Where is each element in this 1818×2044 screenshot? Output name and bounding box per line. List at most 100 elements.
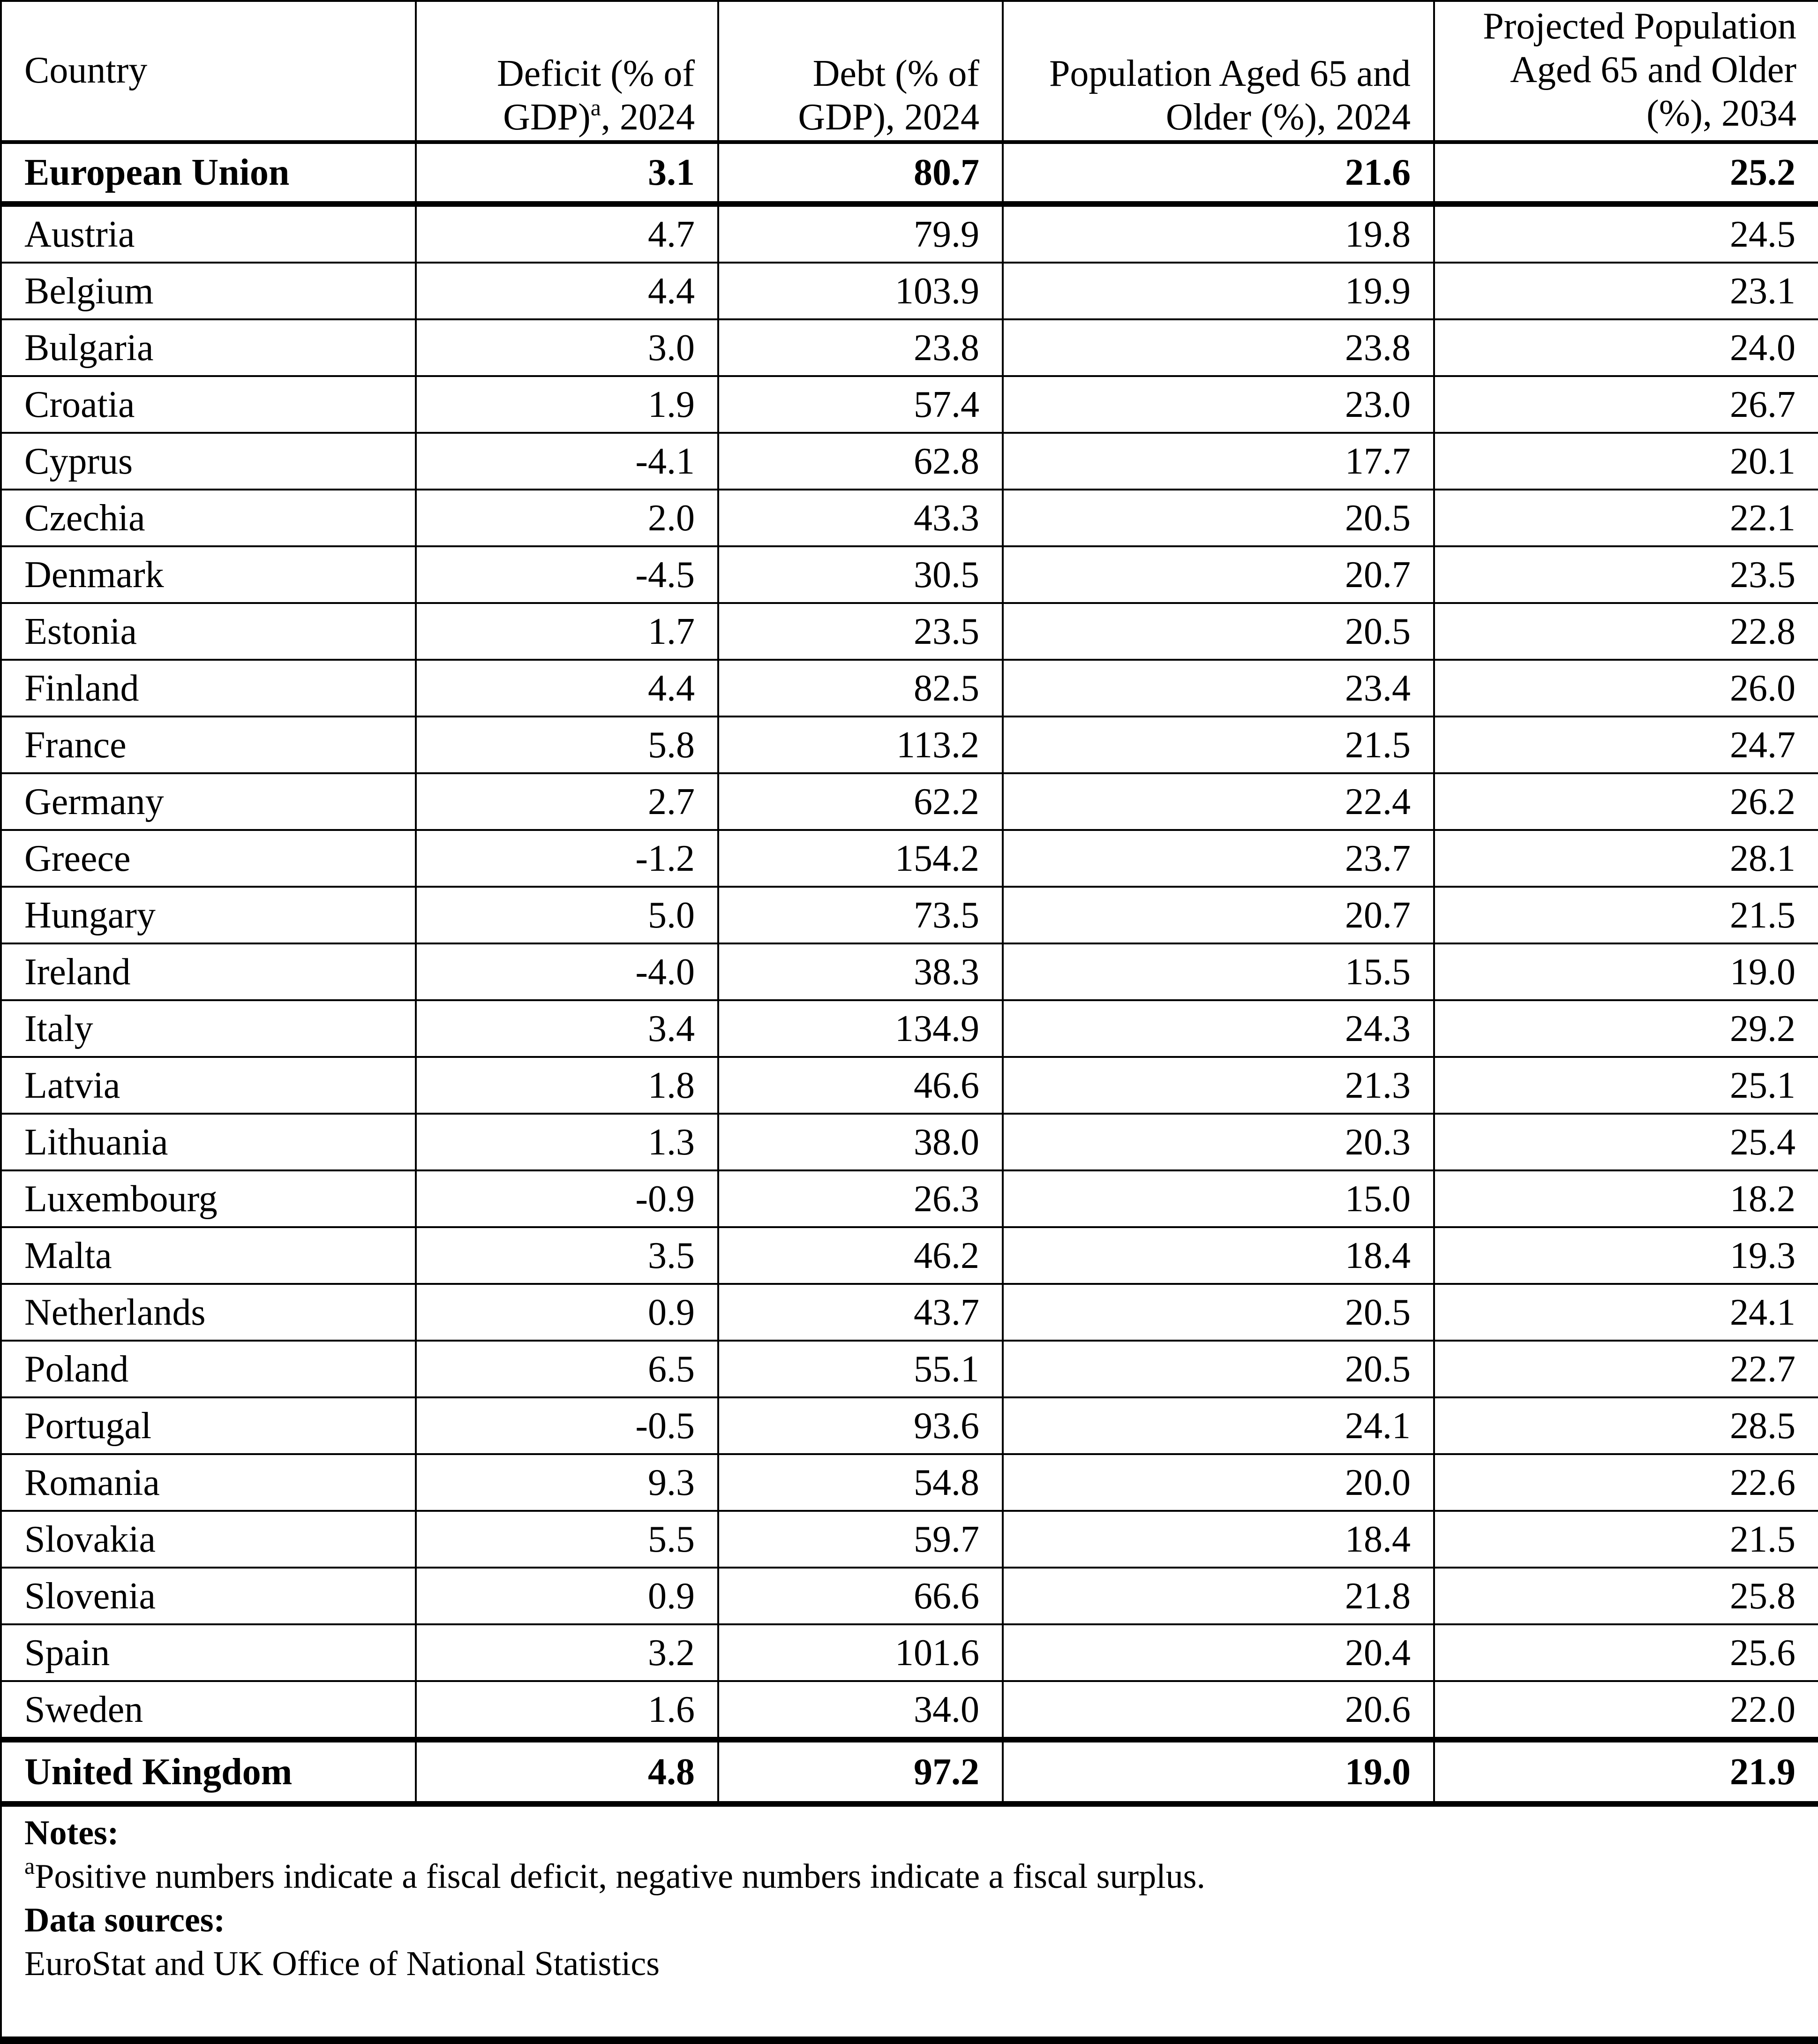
cell-deficit: -0.9 bbox=[415, 1169, 719, 1228]
cell-pop65-2024: 21.8 bbox=[1002, 1567, 1435, 1625]
cell-deficit: 2.7 bbox=[415, 772, 719, 831]
cell-pop65-2034: 25.8 bbox=[1433, 1567, 1818, 1625]
cell-debt: 82.5 bbox=[717, 659, 1004, 717]
cell-pop65-2034: 24.0 bbox=[1433, 318, 1818, 377]
cell-pop65-2034: 25.4 bbox=[1433, 1113, 1818, 1171]
cell-country: Italy bbox=[0, 999, 417, 1058]
cell-deficit: -4.0 bbox=[415, 943, 719, 1001]
cell-country: France bbox=[0, 716, 417, 774]
cell-pop65-2034: 18.2 bbox=[1433, 1169, 1818, 1228]
cell-country: Belgium bbox=[0, 262, 417, 320]
notes-cell: Notes: aPositive numbers indicate a fisc… bbox=[0, 1803, 1818, 2044]
cell-pop65-2024: 19.8 bbox=[1002, 203, 1435, 264]
cell-debt: 46.2 bbox=[717, 1226, 1004, 1285]
cell-pop65-2024: 24.3 bbox=[1002, 999, 1435, 1058]
cell-pop65-2024: 20.7 bbox=[1002, 545, 1435, 604]
cell-pop65-2034: 19.0 bbox=[1433, 943, 1818, 1001]
table-row: Italy 3.4 134.9 24.3 29.2 bbox=[0, 999, 1818, 1058]
cell-debt: 57.4 bbox=[717, 375, 1004, 434]
header-deficit-label: Deficit (% of GDP) bbox=[496, 53, 695, 138]
cell-country: Portugal bbox=[0, 1396, 417, 1455]
cell-debt: 103.9 bbox=[717, 262, 1004, 320]
cell-pop65-2034: 23.1 bbox=[1433, 262, 1818, 320]
cell-country: Latvia bbox=[0, 1056, 417, 1115]
cell-pop65-2024: 23.0 bbox=[1002, 375, 1435, 434]
cell-pop65-2024: 21.3 bbox=[1002, 1056, 1435, 1115]
cell-pop65-2034: 20.1 bbox=[1433, 432, 1818, 490]
cell-pop65-2034: 28.1 bbox=[1433, 829, 1818, 888]
cell-debt: 23.8 bbox=[717, 318, 1004, 377]
header-deficit-year: , 2024 bbox=[601, 97, 695, 138]
cell-pop65-2024: 19.0 bbox=[1002, 1737, 1435, 1807]
cell-country: Czechia bbox=[0, 489, 417, 547]
cell-pop65-2024: 20.5 bbox=[1002, 489, 1435, 547]
table-row: Slovakia 5.5 59.7 18.4 21.5 bbox=[0, 1510, 1818, 1569]
cell-country: Croatia bbox=[0, 375, 417, 434]
table-row: Greece -1.2 154.2 23.7 28.1 bbox=[0, 829, 1818, 888]
cell-country: Finland bbox=[0, 659, 417, 717]
header-row: Country Deficit (% of GDP)a, 2024 Debt (… bbox=[0, 0, 1818, 143]
table-row-european-union: European Union 3.1 80.7 21.6 25.2 bbox=[0, 140, 1818, 207]
cell-deficit: 5.0 bbox=[415, 886, 719, 944]
cell-pop65-2024: 17.7 bbox=[1002, 432, 1435, 490]
header-deficit-footnote-marker: a bbox=[590, 94, 601, 121]
table-row: Lithuania 1.3 38.0 20.3 25.4 bbox=[0, 1113, 1818, 1171]
table-row: Sweden 1.6 34.0 20.6 22.0 bbox=[0, 1680, 1818, 1741]
cell-pop65-2034: 26.2 bbox=[1433, 772, 1818, 831]
table-row: Latvia 1.8 46.6 21.3 25.1 bbox=[0, 1056, 1818, 1115]
cell-deficit: 1.7 bbox=[415, 602, 719, 661]
cell-debt: 154.2 bbox=[717, 829, 1004, 888]
cell-debt: 38.3 bbox=[717, 943, 1004, 1001]
header-debt: Debt (% of GDP), 2024 bbox=[717, 0, 1004, 143]
notes-heading: Notes: bbox=[24, 1814, 119, 1852]
cell-deficit: 1.6 bbox=[415, 1680, 719, 1741]
note-a-text: Positive numbers indicate a fiscal defic… bbox=[35, 1857, 1205, 1896]
cell-pop65-2034: 26.7 bbox=[1433, 375, 1818, 434]
cell-debt: 59.7 bbox=[717, 1510, 1004, 1569]
cell-country: Luxembourg bbox=[0, 1169, 417, 1228]
cell-pop65-2034: 28.5 bbox=[1433, 1396, 1818, 1455]
table-row: Austria 4.7 79.9 19.8 24.5 bbox=[0, 203, 1818, 264]
cell-pop65-2034: 25.2 bbox=[1433, 140, 1818, 207]
cell-deficit: 9.3 bbox=[415, 1453, 719, 1512]
cell-pop65-2034: 19.3 bbox=[1433, 1226, 1818, 1285]
table-row: Croatia 1.9 57.4 23.0 26.7 bbox=[0, 375, 1818, 434]
cell-debt: 54.8 bbox=[717, 1453, 1004, 1512]
notes-row: Notes: aPositive numbers indicate a fisc… bbox=[0, 1803, 1818, 2044]
cell-pop65-2034: 25.6 bbox=[1433, 1623, 1818, 1682]
cell-country: United Kingdom bbox=[0, 1737, 417, 1807]
cell-pop65-2034: 22.6 bbox=[1433, 1453, 1818, 1512]
cell-deficit: 3.5 bbox=[415, 1226, 719, 1285]
cell-pop65-2024: 15.0 bbox=[1002, 1169, 1435, 1228]
cell-pop65-2034: 24.7 bbox=[1433, 716, 1818, 774]
cell-debt: 62.8 bbox=[717, 432, 1004, 490]
cell-pop65-2024: 23.4 bbox=[1002, 659, 1435, 717]
cell-pop65-2024: 20.0 bbox=[1002, 1453, 1435, 1512]
cell-deficit: 3.0 bbox=[415, 318, 719, 377]
header-pop65-2024-label: Population Aged 65 and Older (%), 2024 bbox=[1049, 53, 1411, 138]
cell-country: European Union bbox=[0, 140, 417, 207]
cell-debt: 134.9 bbox=[717, 999, 1004, 1058]
cell-deficit: 4.4 bbox=[415, 262, 719, 320]
cell-pop65-2034: 23.5 bbox=[1433, 545, 1818, 604]
table-row: Spain 3.2 101.6 20.4 25.6 bbox=[0, 1623, 1818, 1682]
table-row: Cyprus -4.1 62.8 17.7 20.1 bbox=[0, 432, 1818, 490]
note-a-marker: a bbox=[24, 1853, 35, 1879]
cell-deficit: -4.5 bbox=[415, 545, 719, 604]
cell-deficit: 0.9 bbox=[415, 1567, 719, 1625]
cell-deficit: 6.5 bbox=[415, 1340, 719, 1398]
cell-country: Germany bbox=[0, 772, 417, 831]
header-pop65-2034-label: Projected Population Aged 65 and Older (… bbox=[1483, 6, 1796, 134]
table-row: Belgium 4.4 103.9 19.9 23.1 bbox=[0, 262, 1818, 320]
cell-country: Bulgaria bbox=[0, 318, 417, 377]
table-row: Malta 3.5 46.2 18.4 19.3 bbox=[0, 1226, 1818, 1285]
cell-country: Austria bbox=[0, 203, 417, 264]
cell-pop65-2034: 24.1 bbox=[1433, 1283, 1818, 1342]
table-row: Romania 9.3 54.8 20.0 22.6 bbox=[0, 1453, 1818, 1512]
cell-pop65-2024: 21.5 bbox=[1002, 716, 1435, 774]
note-a: aPositive numbers indicate a fiscal defi… bbox=[24, 1853, 1795, 1899]
cell-pop65-2024: 23.7 bbox=[1002, 829, 1435, 888]
cell-pop65-2024: 20.7 bbox=[1002, 886, 1435, 944]
cell-debt: 46.6 bbox=[717, 1056, 1004, 1115]
cell-pop65-2024: 18.4 bbox=[1002, 1226, 1435, 1285]
